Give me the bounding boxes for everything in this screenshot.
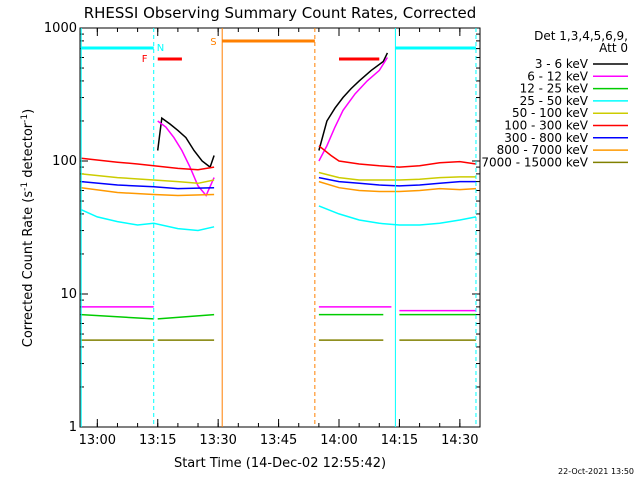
plot-frame xyxy=(79,27,481,428)
series-25-50keV xyxy=(80,205,477,232)
y-tick-label: 1 xyxy=(69,420,77,435)
x-tick-label: 14:30 xyxy=(441,433,478,448)
series-line xyxy=(80,209,215,232)
legend-header-1: Det 1,3,4,5,6,9, xyxy=(534,29,628,43)
ylabel-sup2: -1 xyxy=(20,114,30,123)
flare-label: F xyxy=(142,54,148,65)
legend-label: 800 - 7000 keV xyxy=(497,143,589,157)
legend-label: 12 - 25 keV xyxy=(520,82,589,96)
ylabel-end: ) xyxy=(21,109,36,114)
x-tick-label: 13:30 xyxy=(199,433,236,448)
series-line xyxy=(318,205,477,226)
series-line xyxy=(81,313,154,320)
series-line xyxy=(81,186,215,197)
legend-label: 3 - 6 keV xyxy=(535,57,589,71)
series-100-300keV xyxy=(81,145,477,171)
y-tick-label: 1000 xyxy=(44,21,77,36)
x-tick-label: 13:45 xyxy=(260,433,297,448)
marker-lines: F S N xyxy=(80,28,477,427)
legend-label: 7000 - 15000 keV xyxy=(481,155,588,169)
legend-label: 50 - 100 keV xyxy=(512,106,589,120)
x-tick-label: 13:00 xyxy=(79,433,116,448)
series-800-7000keV xyxy=(81,180,477,197)
ylabel-main: Corrected Count Rate (s xyxy=(21,191,36,348)
chart-title: RHESSI Observing Summary Count Rates, Co… xyxy=(84,4,477,22)
series-lines xyxy=(80,52,477,341)
series-300-800keV xyxy=(81,176,476,190)
series-line xyxy=(318,180,477,193)
legend-header-2: Att 0 xyxy=(599,41,628,55)
series-line xyxy=(318,57,389,162)
series-12-25keV xyxy=(81,313,476,320)
series-line xyxy=(157,313,215,320)
series-line xyxy=(318,176,476,187)
series-3-6keV xyxy=(156,52,389,169)
footer-date: 22-Oct-2021 13:50 xyxy=(558,467,634,476)
svg-text:Corrected Count Rate (s-1 dete: Corrected Count Rate (s-1 detector-1) xyxy=(20,109,36,347)
series-line xyxy=(156,116,215,169)
series-50-100keV xyxy=(81,171,476,185)
night-label: N xyxy=(157,43,164,54)
legend-label: 25 - 50 keV xyxy=(520,94,589,108)
x-tick-label: 14:15 xyxy=(381,433,418,448)
axis-ticks: 13:00 13:15 13:30 13:45 14:00 14:15 14:30 1 10 10… xyxy=(44,21,481,448)
y-tick-label: 10 xyxy=(60,287,77,302)
x-tick-label: 13:15 xyxy=(139,433,176,448)
legend-label: 300 - 800 keV xyxy=(504,131,588,145)
series-6-12keV xyxy=(81,57,476,312)
ylabel-sup1: -1 xyxy=(20,182,30,191)
x-axis-title: Start Time (14-Dec-02 12:55:42) xyxy=(174,456,386,471)
y-axis-title: Corrected Count Rate (s-1 detector-1) xyxy=(20,109,36,347)
y-tick-label: 100 xyxy=(52,154,77,169)
series-line xyxy=(318,145,477,168)
x-tick-label: 14:00 xyxy=(320,433,357,448)
series-line xyxy=(81,173,215,185)
legend-label: 100 - 300 keV xyxy=(504,119,588,133)
legend-label: 6 - 12 keV xyxy=(527,69,589,83)
series-line xyxy=(318,52,389,151)
series-line xyxy=(318,171,476,181)
series-line xyxy=(157,120,215,197)
series-line xyxy=(81,180,215,190)
series-line xyxy=(81,157,215,171)
ylabel-mid: detector xyxy=(21,122,36,182)
saa-label: S xyxy=(210,37,216,48)
